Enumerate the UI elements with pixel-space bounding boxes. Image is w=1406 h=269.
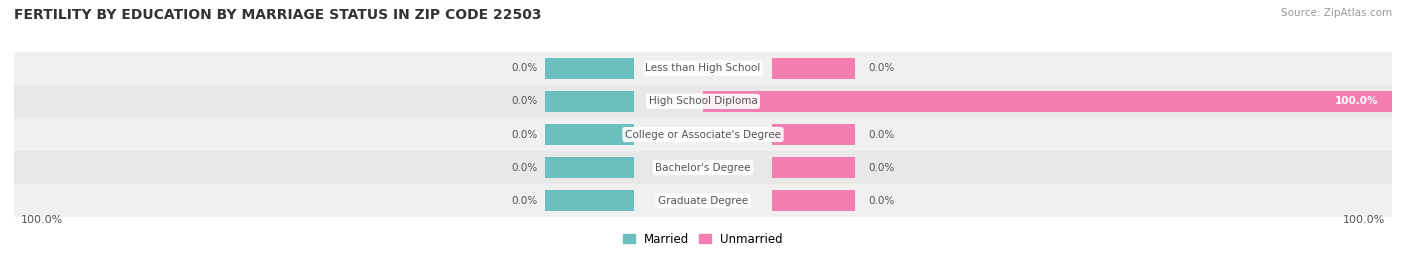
- Legend: Married, Unmarried: Married, Unmarried: [623, 233, 783, 246]
- Bar: [544, 91, 634, 112]
- Text: 100.0%: 100.0%: [1343, 215, 1385, 225]
- Bar: [14, 52, 1392, 85]
- Text: 0.0%: 0.0%: [512, 96, 537, 107]
- Text: 100.0%: 100.0%: [1334, 96, 1378, 107]
- Text: High School Diploma: High School Diploma: [648, 96, 758, 107]
- Bar: [544, 124, 634, 145]
- Bar: [772, 58, 855, 79]
- Bar: [703, 91, 1392, 112]
- Bar: [14, 184, 1392, 217]
- Text: Source: ZipAtlas.com: Source: ZipAtlas.com: [1281, 8, 1392, 18]
- Bar: [14, 151, 1392, 184]
- Text: 0.0%: 0.0%: [512, 162, 537, 173]
- Bar: [772, 190, 855, 211]
- Text: 0.0%: 0.0%: [869, 129, 894, 140]
- Bar: [544, 190, 634, 211]
- Text: 0.0%: 0.0%: [512, 129, 537, 140]
- Text: FERTILITY BY EDUCATION BY MARRIAGE STATUS IN ZIP CODE 22503: FERTILITY BY EDUCATION BY MARRIAGE STATU…: [14, 8, 541, 22]
- Bar: [772, 157, 855, 178]
- Text: Bachelor's Degree: Bachelor's Degree: [655, 162, 751, 173]
- Text: College or Associate's Degree: College or Associate's Degree: [626, 129, 780, 140]
- Text: 0.0%: 0.0%: [512, 196, 537, 206]
- Text: 0.0%: 0.0%: [512, 63, 537, 73]
- Text: Less than High School: Less than High School: [645, 63, 761, 73]
- Text: 100.0%: 100.0%: [21, 215, 63, 225]
- Text: 0.0%: 0.0%: [869, 196, 894, 206]
- Bar: [772, 124, 855, 145]
- Text: 0.0%: 0.0%: [869, 63, 894, 73]
- Bar: [544, 157, 634, 178]
- Text: Graduate Degree: Graduate Degree: [658, 196, 748, 206]
- Text: 0.0%: 0.0%: [869, 162, 894, 173]
- Bar: [544, 58, 634, 79]
- Bar: [14, 85, 1392, 118]
- Bar: [14, 118, 1392, 151]
